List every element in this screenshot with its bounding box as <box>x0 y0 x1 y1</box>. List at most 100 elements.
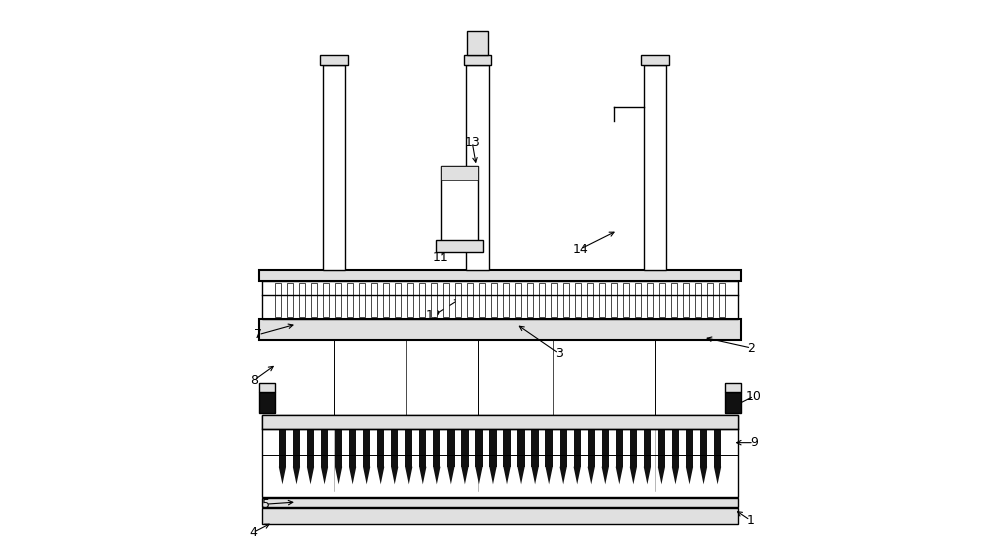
Bar <box>644 65 666 271</box>
Bar <box>623 283 629 317</box>
Bar <box>551 283 557 317</box>
Bar <box>467 31 488 55</box>
Polygon shape <box>321 467 328 485</box>
Bar <box>436 240 483 252</box>
Bar <box>347 283 353 317</box>
Bar <box>262 281 738 319</box>
Polygon shape <box>714 467 721 485</box>
Bar <box>467 283 473 317</box>
Bar <box>433 431 440 467</box>
Bar <box>602 431 609 467</box>
Polygon shape <box>602 467 609 485</box>
Bar <box>714 431 721 467</box>
Bar <box>611 283 617 317</box>
Bar <box>307 431 314 467</box>
Bar <box>447 431 455 467</box>
Bar <box>588 431 595 467</box>
Bar <box>455 283 461 317</box>
Bar <box>563 283 569 317</box>
Polygon shape <box>475 467 483 485</box>
Bar <box>299 283 305 317</box>
Polygon shape <box>419 467 426 485</box>
Bar <box>383 283 389 317</box>
Bar <box>262 415 738 429</box>
Text: 8: 8 <box>250 374 258 387</box>
Bar <box>293 431 300 467</box>
Bar <box>275 283 281 317</box>
Polygon shape <box>461 467 469 485</box>
Polygon shape <box>391 467 398 485</box>
Bar <box>503 283 509 317</box>
Bar <box>405 431 412 467</box>
Bar <box>441 166 478 241</box>
Bar <box>686 431 693 467</box>
Polygon shape <box>489 467 497 485</box>
Text: 5: 5 <box>262 497 270 511</box>
Text: 4: 4 <box>249 526 257 539</box>
Bar <box>323 65 345 271</box>
Bar <box>491 283 497 317</box>
Polygon shape <box>574 467 581 485</box>
Polygon shape <box>503 467 511 485</box>
Bar <box>259 383 275 392</box>
Bar <box>461 431 469 467</box>
Polygon shape <box>349 467 356 485</box>
Text: 2: 2 <box>747 341 755 354</box>
Polygon shape <box>335 467 342 485</box>
Bar <box>635 283 641 317</box>
Bar <box>464 55 491 65</box>
Bar <box>371 283 377 317</box>
Polygon shape <box>405 467 412 485</box>
Bar <box>574 431 581 467</box>
Bar <box>658 431 665 467</box>
Bar <box>527 283 533 317</box>
Polygon shape <box>517 467 525 485</box>
Polygon shape <box>363 467 370 485</box>
Bar <box>311 283 317 317</box>
Bar <box>259 271 741 281</box>
Polygon shape <box>658 467 665 485</box>
Polygon shape <box>588 467 595 485</box>
Bar <box>725 383 741 392</box>
Bar <box>560 431 567 467</box>
Polygon shape <box>531 467 539 485</box>
Bar <box>707 283 713 317</box>
Bar <box>287 283 293 317</box>
Polygon shape <box>616 467 623 485</box>
Bar <box>391 431 398 467</box>
Polygon shape <box>279 467 286 485</box>
Text: 14: 14 <box>572 243 588 256</box>
Bar <box>443 283 449 317</box>
Bar <box>641 55 669 65</box>
Bar <box>466 65 489 271</box>
Bar <box>395 283 401 317</box>
Bar <box>531 431 539 467</box>
Bar <box>321 431 328 467</box>
Bar <box>659 283 665 317</box>
Bar <box>259 392 275 413</box>
Text: 7: 7 <box>254 328 262 341</box>
Bar <box>335 283 341 317</box>
Bar <box>407 283 413 317</box>
Bar <box>262 498 738 507</box>
Bar <box>363 431 370 467</box>
Bar <box>259 319 741 340</box>
Polygon shape <box>545 467 553 485</box>
Bar <box>377 431 384 467</box>
Bar <box>349 431 356 467</box>
Bar <box>489 431 497 467</box>
Polygon shape <box>447 467 455 485</box>
Text: 10: 10 <box>746 390 762 403</box>
Bar <box>599 283 605 317</box>
Polygon shape <box>644 467 651 485</box>
Text: 1: 1 <box>746 514 754 527</box>
Bar <box>517 431 525 467</box>
Polygon shape <box>307 467 314 485</box>
Bar <box>725 392 741 413</box>
Bar <box>672 431 679 467</box>
Bar <box>335 431 342 467</box>
Bar <box>419 283 425 317</box>
Bar <box>320 55 348 65</box>
Bar <box>671 283 677 317</box>
Text: 11: 11 <box>432 251 448 263</box>
